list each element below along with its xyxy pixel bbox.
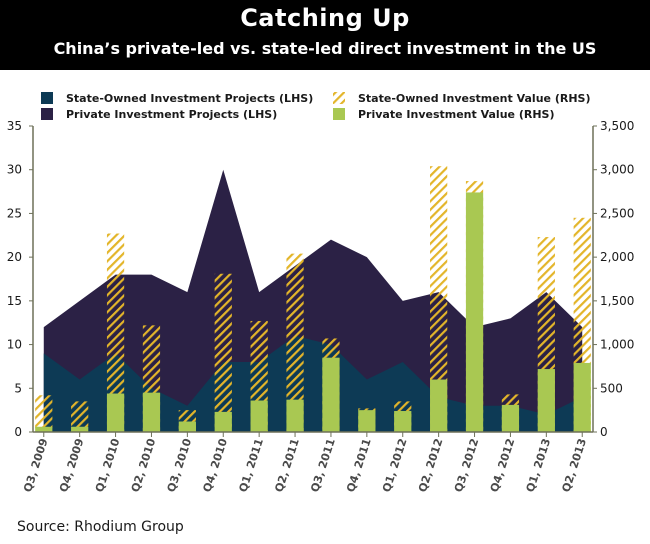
x-tick-label: Q4, 2009 xyxy=(57,437,87,494)
x-tick-label: Q4, 2010 xyxy=(201,437,231,494)
investment-chart: State-Owned Investment Projects (LHS) Pr… xyxy=(7,92,634,494)
left-tick-label: 25 xyxy=(7,206,22,220)
plot-area xyxy=(35,166,591,432)
right-tick-label: 500 xyxy=(600,381,623,395)
x-tick-label: Q3, 2010 xyxy=(165,437,195,494)
right-tick-label: 3,000 xyxy=(600,163,634,177)
left-tick-label: 10 xyxy=(7,338,22,352)
x-tick-label: Q2, 2011 xyxy=(272,437,302,494)
x-tick-label: Q4, 2012 xyxy=(488,437,518,494)
left-tick-label: 15 xyxy=(7,294,22,308)
legend-item-state-projects: State-Owned Investment Projects (LHS) xyxy=(41,92,313,105)
legend-label-private-value: Private Investment Value (RHS) xyxy=(358,108,554,121)
private-value-bar xyxy=(142,392,161,432)
private-value-bar xyxy=(322,357,340,432)
legend-label-private-projects: Private Investment Projects (LHS) xyxy=(66,108,277,121)
x-tick-label: Q2, 2013 xyxy=(560,437,590,494)
state-value-bar xyxy=(430,166,448,432)
legend-item-state-value: State-Owned Investment Value (RHS) xyxy=(333,92,590,105)
legend-label-state-projects: State-Owned Investment Projects (LHS) xyxy=(66,92,313,105)
state-value-bar xyxy=(214,273,232,432)
legend: State-Owned Investment Projects (LHS) Pr… xyxy=(41,92,590,121)
left-tick-label: 5 xyxy=(14,381,22,395)
right-tick-label: 3,500 xyxy=(600,119,634,133)
legend-swatch-private-projects xyxy=(41,108,53,120)
x-tick-label: Q2, 2012 xyxy=(416,437,446,494)
right-tick-label: 0 xyxy=(600,425,608,439)
x-tick-label: Q4, 2011 xyxy=(344,437,374,494)
x-tick-label: Q1, 2011 xyxy=(236,437,266,494)
x-tick-label: Q3, 2011 xyxy=(308,437,338,494)
legend-swatch-private-value xyxy=(333,108,345,120)
private-value-bar xyxy=(214,411,232,432)
left-tick-label: 30 xyxy=(7,163,22,177)
legend-item-private-value: Private Investment Value (RHS) xyxy=(333,108,554,121)
chart-subtitle: China’s private-led vs. state-led direct… xyxy=(53,39,597,58)
private-value-bar xyxy=(250,400,268,432)
legend-swatch-state-value xyxy=(333,92,345,104)
private-value-bar xyxy=(537,369,555,432)
private-value-bar xyxy=(35,426,53,432)
right-tick-label: 2,000 xyxy=(600,250,634,264)
private-value-bar xyxy=(286,399,304,432)
x-tick-label: Q3, 2012 xyxy=(452,437,482,494)
legend-item-private-projects: Private Investment Projects (LHS) xyxy=(41,108,277,121)
source-note: Source: Rhodium Group xyxy=(17,519,184,535)
private-value-bar xyxy=(430,379,448,432)
chart-title: Catching Up xyxy=(240,4,410,32)
right-tick-label: 1,500 xyxy=(600,294,634,308)
x-tick-label: Q1, 2013 xyxy=(524,437,554,494)
state-value-bar xyxy=(286,253,304,432)
legend-label-state-value: State-Owned Investment Value (RHS) xyxy=(358,92,590,105)
private-value-bar xyxy=(71,426,89,432)
private-value-bar xyxy=(358,410,376,432)
private-value-bar xyxy=(573,362,591,432)
x-tick-label: Q1, 2012 xyxy=(380,437,410,494)
x-tick-label: Q2, 2010 xyxy=(129,437,159,494)
chart-header: Catching Up China’s private-led vs. stat… xyxy=(0,0,650,70)
private-value-bar xyxy=(465,192,484,432)
state-projects-area xyxy=(43,335,583,432)
state-value-bar xyxy=(35,395,53,432)
left-tick-label: 0 xyxy=(14,425,22,439)
left-tick-label: 35 xyxy=(7,119,22,133)
right-tick-label: 1,000 xyxy=(600,338,634,352)
private-value-bar xyxy=(106,393,125,432)
private-value-bar xyxy=(178,421,196,432)
x-tick-label: Q1, 2010 xyxy=(93,437,123,494)
state-value-bar xyxy=(71,401,89,432)
x-tick-label: Q3, 2009 xyxy=(21,437,51,494)
left-tick-label: 20 xyxy=(7,250,22,264)
private-value-bar xyxy=(501,404,520,432)
right-tick-label: 2,500 xyxy=(600,206,634,220)
legend-swatch-state-projects xyxy=(41,92,53,104)
private-value-bar xyxy=(394,411,412,432)
state-value-bar xyxy=(106,233,125,432)
private-projects-area xyxy=(43,169,583,432)
